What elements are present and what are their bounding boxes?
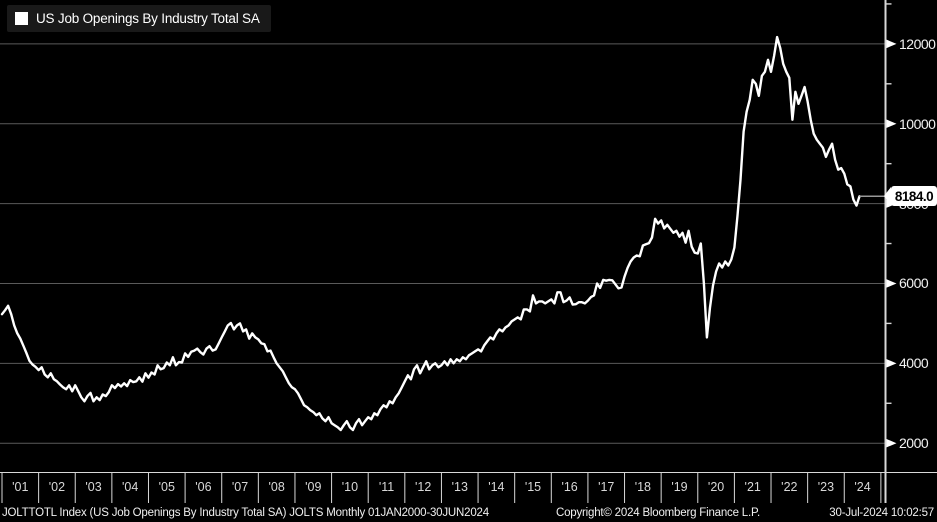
x-tick-label: '01	[12, 480, 29, 494]
last-value-tag: 8184.0	[891, 186, 937, 207]
x-tick-label: '09	[305, 480, 322, 494]
x-tick-label: '24	[854, 480, 871, 494]
chart-legend-item[interactable]: US Job Openings By Industry Total SA	[7, 5, 271, 32]
x-tick-label: '15	[524, 480, 542, 494]
x-tick-label: '21	[744, 480, 761, 494]
y-major-tick-arrow	[886, 119, 897, 128]
x-tick-label: '17	[598, 480, 615, 494]
x-tick-label: '22	[781, 480, 798, 494]
x-tick-label: '04	[122, 480, 139, 494]
x-tick-label: '08	[268, 480, 285, 494]
legend-swatch-icon	[15, 12, 28, 25]
footer-datetime: 30-Jul-2024 10:02:57	[829, 507, 934, 519]
x-tick-label: '07	[231, 480, 249, 494]
status-bar: JOLTTOTL Index (US Job Openings By Indus…	[0, 506, 937, 522]
job-openings-line	[0, 35, 861, 432]
x-tick-label: '05	[158, 480, 175, 494]
y-major-tick-arrow	[886, 439, 897, 448]
y-major-tick-arrow	[886, 359, 897, 368]
y-tick-label: 10000	[899, 115, 936, 132]
x-tick-label: '14	[488, 480, 505, 494]
x-tick-label: '18	[634, 480, 651, 494]
y-tick-label: 6000	[899, 275, 929, 292]
x-tick-label: '06	[195, 480, 212, 494]
x-tick-label: '10	[341, 480, 359, 494]
last-value-text: 8184.0	[894, 188, 934, 204]
y-tick-label: 2000	[899, 435, 929, 452]
x-tick-label: '12	[414, 480, 432, 494]
y-major-tick-arrow	[886, 39, 897, 49]
x-tick-label: '23	[817, 480, 835, 494]
legend-label: US Job Openings By Industry Total SA	[36, 11, 260, 26]
footer-copyright: Copyright© 2024 Bloomberg Finance L.P.	[556, 507, 760, 519]
x-tick-label: '20	[707, 480, 725, 494]
y-tick-label: 4000	[899, 355, 929, 372]
x-tick-label: '03	[85, 480, 102, 494]
x-tick-label: '02	[48, 480, 66, 494]
y-tick-label: 12000	[899, 35, 936, 52]
x-tick-label: '11	[378, 480, 395, 494]
y-major-tick-arrow	[886, 279, 897, 288]
x-tick-label: '16	[561, 480, 578, 494]
x-tick-label: '13	[451, 480, 468, 494]
footer-ticker-info: JOLTTOTL Index (US Job Openings By Indus…	[2, 507, 489, 519]
x-tick-label: '19	[671, 480, 688, 494]
